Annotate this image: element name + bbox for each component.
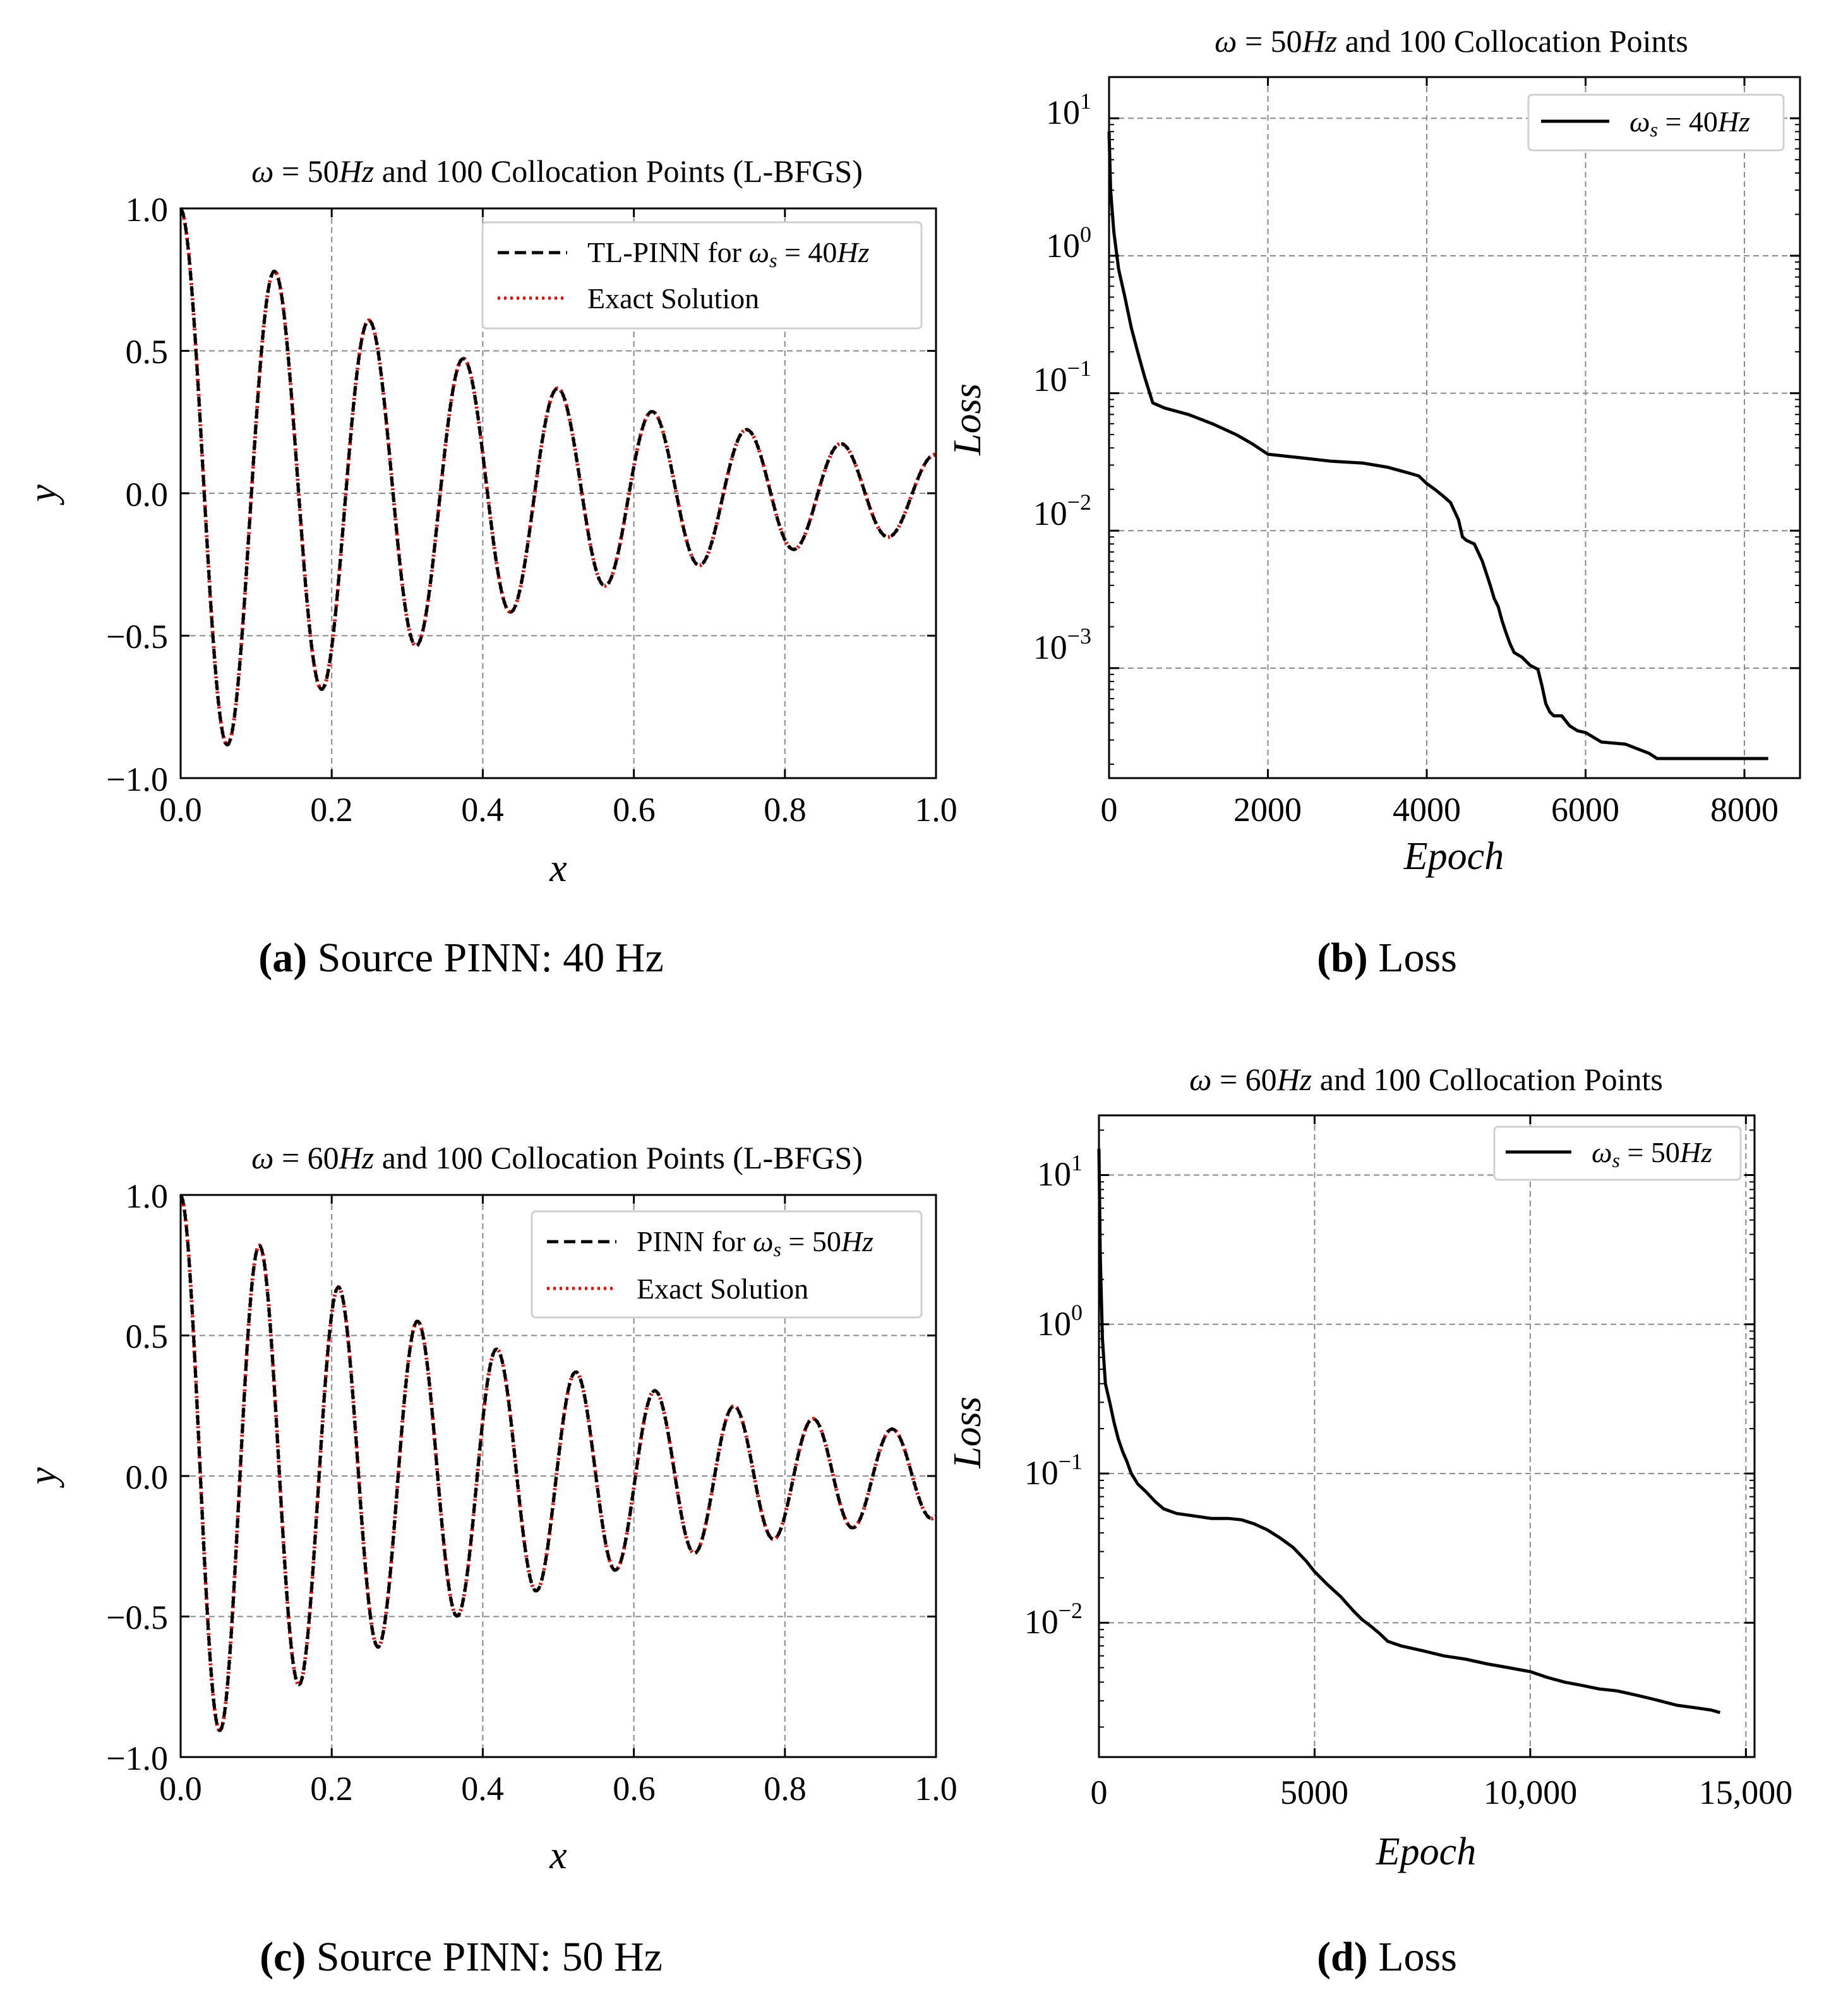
panel-c-series-pinn — [179, 1194, 937, 1732]
panel-d-xtick-3: 15,000 — [1699, 1773, 1793, 1811]
panel-a-caption: (a) Source PINN: 40 Hz — [258, 935, 664, 981]
panel-a: ω = 50Hz and 100 Collocation Points (L-B… — [21, 153, 957, 981]
panel-b-series-loss — [1107, 131, 1768, 760]
panel-c-xtick-5: 1.0 — [915, 1770, 957, 1808]
panel-c-xtick-0: 0.0 — [159, 1770, 202, 1808]
panel-b-ytick-0: 101 — [1046, 88, 1091, 131]
panel-d-series-loss — [1097, 1148, 1721, 1714]
panel-d-caption: (d) Loss — [1317, 1934, 1457, 1980]
panel-c-grid — [181, 1195, 936, 1757]
panel-c-xtick-3: 0.6 — [613, 1770, 656, 1808]
panel-b-series — [1107, 131, 1768, 760]
panel-c-series — [179, 1194, 938, 1733]
panel-b-xtick-0: 0 — [1101, 791, 1118, 829]
panel-c-legend-box — [531, 1210, 923, 1319]
panel-d-title: ω = 60Hz and 100 Collocation Points — [1189, 1062, 1663, 1097]
panel-d-legend-label: ωs = 50Hz — [1592, 1136, 1712, 1172]
panel-b: ω = 50Hz and 100 Collocation Points 0 20… — [946, 23, 1801, 981]
panel-a-ytick-3: −0.5 — [106, 618, 168, 656]
panel-d-legend-box — [1493, 1125, 1742, 1181]
panel-a-legend-box — [481, 221, 923, 330]
panel-b-ticks — [1108, 77, 1800, 778]
panel-a-xtick-2: 0.4 — [461, 791, 504, 829]
panel-a-ylabel: y — [21, 484, 64, 506]
panel-c-ylabel: y — [21, 1467, 64, 1489]
panel-c-legend: PINN for ωs = 50Hz Exact Solution — [531, 1210, 923, 1319]
panel-a-xtick-3: 0.6 — [613, 791, 656, 829]
panel-a-ticks — [179, 207, 937, 779]
panel-b-title: ω = 50Hz and 100 Collocation Points — [1215, 23, 1688, 59]
panel-a-series — [179, 207, 937, 747]
panel-d-series — [1097, 1148, 1721, 1714]
panel-a-ytick-0: 1.0 — [126, 191, 169, 229]
panel-d: ω = 60Hz and 100 Collocation Points 0 50… — [946, 1062, 1792, 1980]
panel-a-xtick-5: 1.0 — [915, 791, 957, 829]
panel-b-ytick-3: 10−2 — [1033, 489, 1091, 532]
panel-a-ytick-4: −1.0 — [106, 760, 168, 798]
panel-d-ylabel: Loss — [946, 1396, 989, 1469]
panel-b-xtick-1: 2000 — [1233, 791, 1302, 829]
panel-d-xtick-2: 10,000 — [1484, 1773, 1578, 1811]
panel-d-xtick-0: 0 — [1091, 1773, 1108, 1811]
panel-c-ytick-0: 1.0 — [126, 1177, 169, 1215]
panel-b-ytick-4: 10−3 — [1033, 623, 1091, 666]
panel-b-ytick-1: 100 — [1046, 222, 1091, 265]
panel-a-legend: TL-PINN for ωs = 40Hz Exact Solution — [481, 221, 923, 330]
panel-b-legend: ωs = 40Hz — [1527, 93, 1785, 152]
panel-a-legend-label-1: TL-PINN for ωs = 40Hz — [587, 236, 870, 272]
panel-c-xtick-2: 0.4 — [461, 1770, 504, 1808]
panel-c-title: ω = 60Hz and 100 Collocation Points (L-B… — [251, 1140, 863, 1175]
panel-b-xtick-2: 4000 — [1393, 791, 1461, 829]
panel-d-legend: ωs = 50Hz — [1493, 1125, 1742, 1181]
panel-d-xtick-1: 5000 — [1280, 1773, 1348, 1811]
panel-a-xlabel: x — [549, 847, 567, 890]
panel-a-xtick-4: 0.8 — [764, 791, 807, 829]
panel-b-xtick-3: 6000 — [1551, 791, 1619, 829]
panel-b-grid — [1109, 77, 1800, 778]
panel-d-ytick-0: 101 — [1037, 1150, 1083, 1193]
panel-d-grid — [1099, 1115, 1755, 1757]
panel-c-ytick-3: −0.5 — [106, 1599, 168, 1636]
panel-b-ylabel: Loss — [946, 383, 989, 456]
panel-c-caption: (c) Source PINN: 50 Hz — [260, 1934, 663, 1980]
panel-c-xtick-4: 0.8 — [764, 1770, 807, 1808]
panel-a-series-pinn — [179, 207, 937, 747]
panel-c-xtick-1: 0.2 — [310, 1770, 353, 1808]
panel-b-xlabel: Epoch — [1403, 835, 1504, 878]
panel-d-ytick-2: 10−1 — [1024, 1449, 1083, 1492]
panel-b-xtick-4: 8000 — [1710, 791, 1779, 829]
panel-d-frame — [1098, 1114, 1756, 1758]
panel-a-title: ω = 50Hz and 100 Collocation Points (L-B… — [251, 153, 863, 189]
panel-a-legend-label-2: Exact Solution — [587, 282, 759, 315]
panel-b-ytick-2: 10−1 — [1033, 356, 1091, 399]
panel-a-xtick-0: 0.0 — [159, 791, 202, 829]
panel-b-legend-box — [1527, 93, 1785, 152]
panel-c: ω = 60Hz and 100 Collocation Points (L-B… — [21, 1140, 957, 1980]
panel-c-ytick-2: 0.0 — [126, 1458, 169, 1496]
panel-d-ytick-1: 100 — [1037, 1300, 1083, 1343]
panel-a-ytick-2: 0.0 — [126, 476, 169, 513]
panel-c-legend-label-1: PINN for ωs = 50Hz — [637, 1225, 873, 1261]
panel-c-xlabel: x — [549, 1834, 567, 1877]
panel-d-ticks — [1098, 1115, 1755, 1757]
panel-c-legend-label-2: Exact Solution — [637, 1273, 808, 1305]
panel-a-ytick-1: 0.5 — [126, 333, 169, 371]
panel-c-ytick-1: 0.5 — [126, 1317, 169, 1355]
panel-c-ticks — [179, 1194, 937, 1758]
panel-b-caption: (b) Loss — [1317, 935, 1457, 981]
panel-c-ytick-4: −1.0 — [106, 1739, 168, 1777]
panel-b-frame — [1108, 76, 1801, 779]
panel-b-legend-label: ωs = 40Hz — [1629, 105, 1750, 141]
panel-a-xtick-1: 0.2 — [310, 791, 353, 829]
panel-d-ytick-3: 10−2 — [1024, 1598, 1083, 1641]
panel-d-xlabel: Epoch — [1376, 1830, 1476, 1873]
